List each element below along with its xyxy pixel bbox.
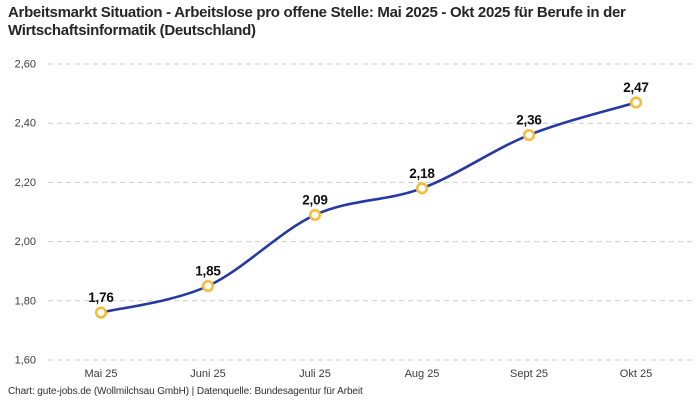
data-point-marker bbox=[415, 182, 429, 195]
data-point-marker bbox=[94, 306, 108, 319]
line-chart-canvas: 1,60 1,80 2,00 2,20 2,40 2,60 Mai 25 Juni 25 Jul… bbox=[15, 59, 692, 380]
y-tick-label: 1,80 bbox=[15, 295, 36, 307]
chart-title: Arbeitsmarkt Situation - Arbeitslose pro… bbox=[8, 4, 626, 39]
data-point-label: 2,47 bbox=[623, 80, 648, 95]
chart-attribution: Chart: gute-jobs.de (Wollmilchsau GmbH) … bbox=[8, 386, 363, 397]
y-tick-label: 2,60 bbox=[15, 59, 36, 71]
data-point-marker bbox=[522, 128, 536, 142]
data-point-label: 2,36 bbox=[516, 113, 542, 128]
y-tick-label: 2,20 bbox=[15, 177, 36, 189]
x-tick-label: Aug 25 bbox=[405, 368, 440, 380]
data-point-label: 2,09 bbox=[302, 192, 327, 207]
x-tick-label: Juli 25 bbox=[299, 368, 331, 380]
data-point-marker bbox=[201, 279, 215, 293]
x-tick-label: Okt 25 bbox=[620, 368, 652, 380]
data-point-label: 2,18 bbox=[409, 166, 435, 181]
data-point-marker bbox=[629, 96, 643, 109]
y-tick-label: 2,00 bbox=[15, 236, 36, 248]
data-point-label: 1,76 bbox=[88, 290, 114, 305]
data-point-marker bbox=[308, 208, 322, 222]
x-tick-label: Juni 25 bbox=[190, 368, 225, 380]
y-tick-label: 1,60 bbox=[15, 355, 36, 367]
data-point-label: 1,85 bbox=[195, 264, 221, 279]
x-tick-label: Mai 25 bbox=[84, 368, 117, 380]
x-tick-label: Sept 25 bbox=[510, 368, 548, 380]
y-tick-label: 2,40 bbox=[15, 118, 36, 130]
series-line bbox=[99, 101, 638, 314]
